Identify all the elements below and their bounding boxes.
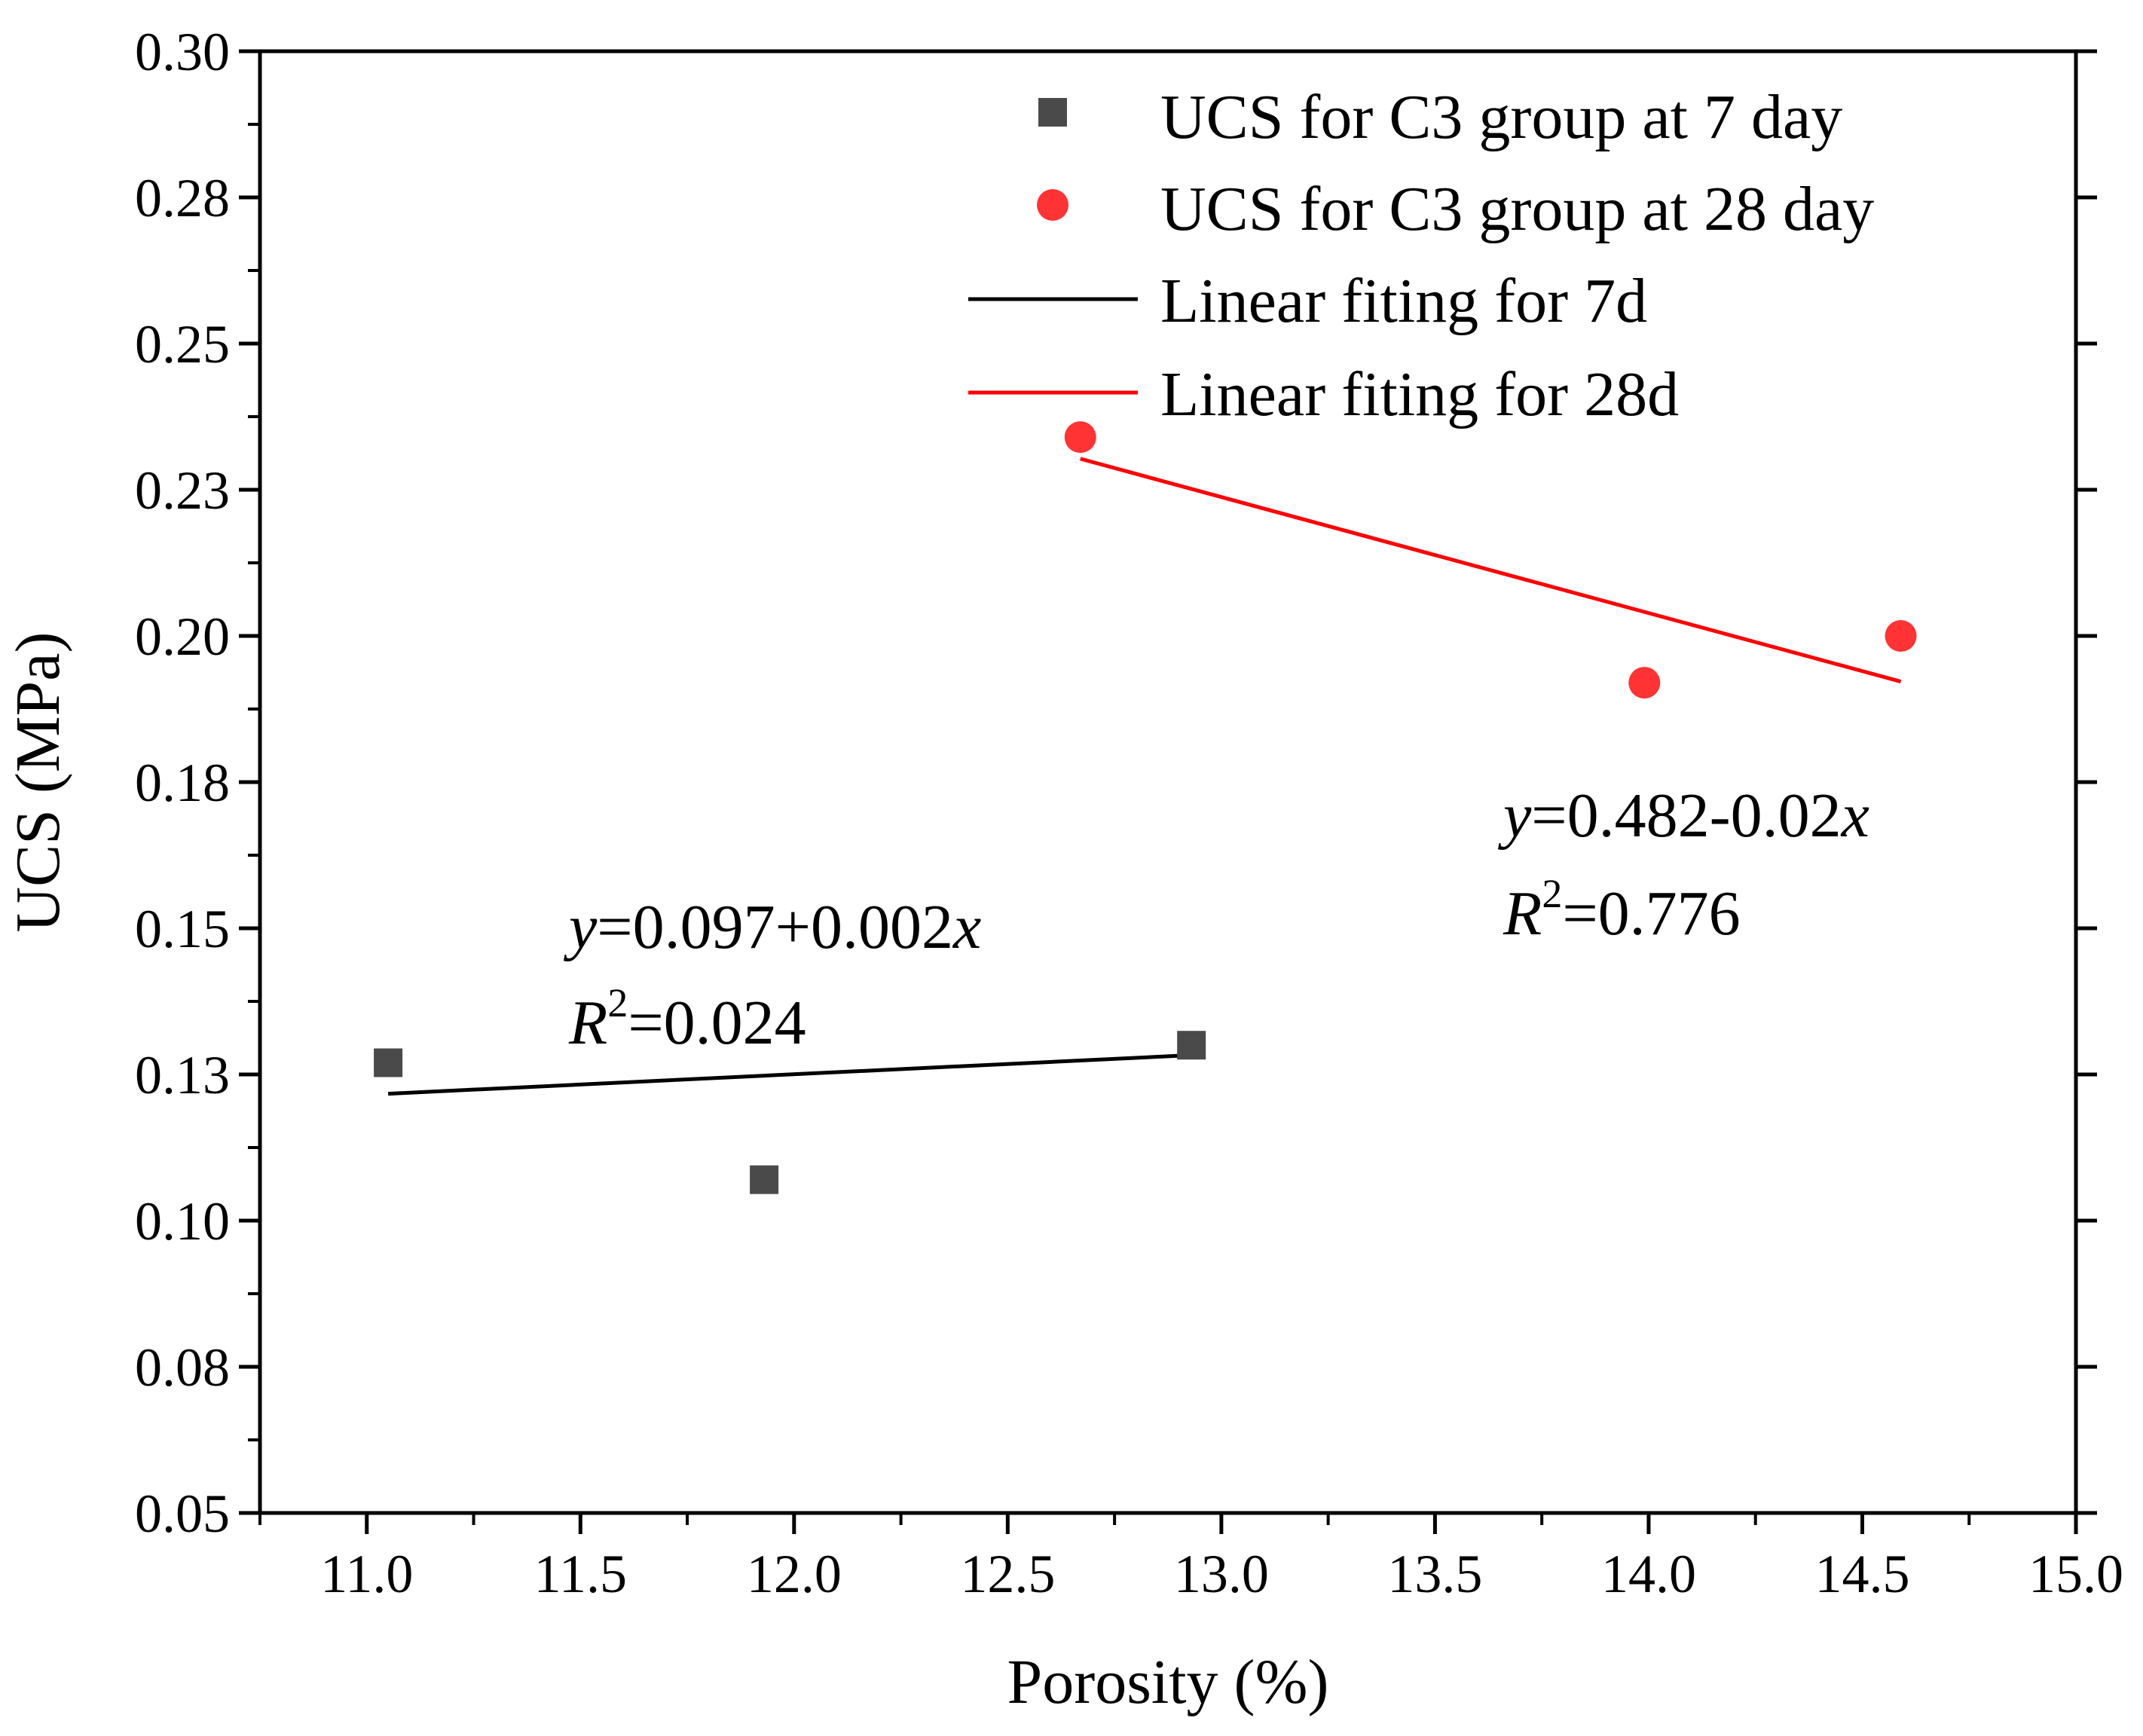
y-tick-label: 0.08 <box>135 1337 230 1398</box>
data-point-7d <box>750 1165 779 1194</box>
legend-marker-28d <box>1037 189 1068 221</box>
legend-square-marker <box>1038 98 1067 127</box>
legend-label-7d: UCS for C3 group at 7 day <box>1160 82 1842 152</box>
equation-7d-body: =0.097+0.002 <box>597 892 953 962</box>
x-tick-label: 11.5 <box>534 1544 627 1604</box>
data-point-28d <box>1885 620 1917 652</box>
data-points <box>374 421 1917 1194</box>
equation-28d-body: =0.482-0.02 <box>1531 781 1841 851</box>
x-tick-label: 14.0 <box>1601 1544 1696 1604</box>
legend-label-fit-7d: Linear fiting for 7d <box>1160 266 1647 336</box>
y-tick-label: 0.10 <box>135 1191 230 1252</box>
data-point-7d <box>374 1048 403 1077</box>
y-tick-label: 0.25 <box>135 314 230 374</box>
r-squared-7d: R2=0.024 <box>568 980 806 1058</box>
legend-label-fit-28d: Linear fiting for 28d <box>1160 359 1679 429</box>
data-point-7d <box>1177 1031 1206 1060</box>
x-tick-label: 12.5 <box>960 1544 1055 1604</box>
x-tick-label: 12.0 <box>747 1544 842 1604</box>
legend-marker-7d <box>1038 98 1067 127</box>
r-squared-28d: R2=0.776 <box>1503 871 1741 949</box>
legend-label-28d: UCS for C3 group at 28 day <box>1160 174 1874 244</box>
equation-28d-x: x <box>1840 781 1869 851</box>
y-tick-label: 0.30 <box>135 22 230 82</box>
fit-lines <box>387 457 1902 1096</box>
y-axis: 0.05 0.08 0.10 0.13 0.15 0.18 0.20 0.23 0.25 0.28… <box>135 22 2097 1544</box>
r-squared-7d-value: =0.024 <box>628 988 806 1058</box>
x-tick-label: 15.0 <box>2028 1544 2123 1604</box>
x-axis: 11.0 11.5 12.0 12.5 13.0 13.5 14.0 14.5 15.0 <box>258 1513 2123 1604</box>
x-tick-label: 14.5 <box>1814 1544 1909 1604</box>
r-squared-7d-r: R <box>568 988 607 1058</box>
legend: UCS for C3 group at 7 day UCS for C3 gro… <box>968 82 1874 429</box>
r-squared-7d-sup: 2 <box>607 980 628 1025</box>
equation-7d: y=0.097+0.002x <box>563 892 981 962</box>
equation-28d: y=0.482-0.02x <box>1497 781 1869 851</box>
data-point-28d <box>1628 667 1661 699</box>
y-tick-label: 0.23 <box>135 460 230 521</box>
x-tick-label: 13.0 <box>1174 1544 1269 1604</box>
legend-circle-marker <box>1037 189 1068 221</box>
data-point-28d <box>1064 421 1096 454</box>
equation-7d-x: x <box>952 892 981 962</box>
y-tick-label: 0.13 <box>135 1045 230 1105</box>
y-tick-label: 0.15 <box>135 899 230 959</box>
r-squared-28d-r: R <box>1503 879 1542 949</box>
y-tick-label: 0.28 <box>135 168 230 228</box>
y-tick-label: 0.05 <box>135 1484 230 1544</box>
y-tick-label: 0.18 <box>135 753 230 813</box>
x-tick-label: 13.5 <box>1387 1544 1482 1604</box>
y-tick-label: 0.20 <box>135 607 230 667</box>
r-squared-28d-value: =0.776 <box>1562 879 1740 949</box>
equation-28d-y: y <box>1497 781 1532 851</box>
fit-line-7d <box>387 1053 1192 1096</box>
equation-7d-y: y <box>563 892 598 962</box>
r-squared-28d-sup: 2 <box>1542 871 1562 916</box>
x-tick-label: 11.0 <box>320 1544 413 1604</box>
x-axis-title: Porosity (%) <box>1007 1647 1329 1717</box>
fit-line-28d <box>1080 457 1902 683</box>
y-axis-title: UCS (MPa) <box>3 631 73 932</box>
